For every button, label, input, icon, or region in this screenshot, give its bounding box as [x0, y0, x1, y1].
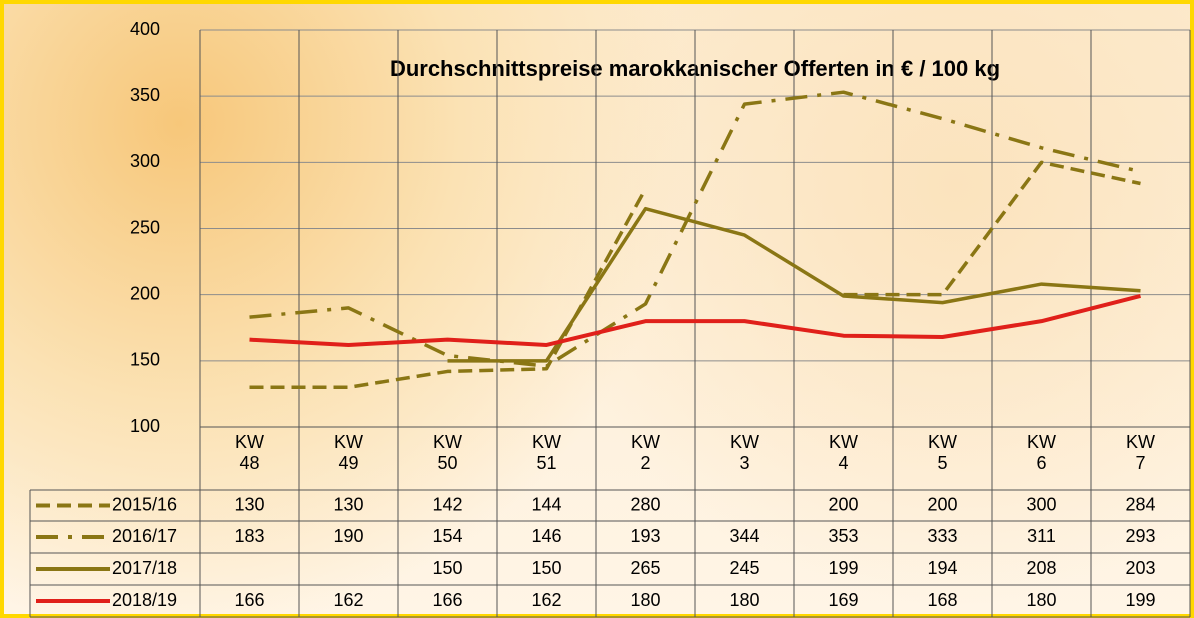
y-tick-label: 200 — [130, 283, 160, 303]
x-tick-label: KW 7 — [1121, 432, 1161, 474]
x-tick-label: KW 50 — [428, 432, 468, 474]
table-value: 166 — [432, 590, 462, 610]
table-value: 144 — [531, 494, 561, 514]
x-tick-label: KW 2 — [626, 432, 666, 474]
table-value: 203 — [1125, 558, 1155, 578]
chart-page: Durchschnittspreise marokkanischer Offer… — [0, 0, 1194, 618]
table-value: 284 — [1125, 494, 1155, 514]
table-value: 154 — [432, 526, 462, 546]
table-value: 150 — [531, 558, 561, 578]
table-value: 293 — [1125, 526, 1155, 546]
table-value: 150 — [432, 558, 462, 578]
legend-label: 2015/16 — [112, 494, 177, 514]
x-tick-label: KW 4 — [824, 432, 864, 474]
table-value: 265 — [630, 558, 660, 578]
y-tick-label: 150 — [130, 350, 160, 370]
y-tick-label: 250 — [130, 217, 160, 237]
legend-label: 2016/17 — [112, 526, 177, 546]
table-value: 208 — [1026, 558, 1056, 578]
table-value: 183 — [234, 526, 264, 546]
y-tick-label: 100 — [130, 416, 160, 436]
y-tick-label: 400 — [130, 19, 160, 39]
table-value: 180 — [630, 590, 660, 610]
table-value: 169 — [828, 590, 858, 610]
table-value: 199 — [828, 558, 858, 578]
table-value: 300 — [1026, 494, 1056, 514]
table-value: 333 — [927, 526, 957, 546]
table-value: 130 — [333, 494, 363, 514]
chart: Durchschnittspreise marokkanischer Offer… — [0, 0, 1194, 618]
table-value: 200 — [828, 494, 858, 514]
table-value: 193 — [630, 526, 660, 546]
x-tick-label: KW 49 — [329, 432, 369, 474]
table-value: 166 — [234, 590, 264, 610]
table-value: 311 — [1027, 526, 1056, 546]
table-value: 200 — [927, 494, 957, 514]
x-tick-label: KW 3 — [725, 432, 765, 474]
x-tick-label: KW 51 — [527, 432, 567, 474]
table-value: 194 — [927, 558, 957, 578]
frame — [0, 0, 1194, 618]
table-value: 180 — [1026, 590, 1056, 610]
table-value: 180 — [729, 590, 759, 610]
table-value: 162 — [531, 590, 561, 610]
table-value: 190 — [333, 526, 363, 546]
table-value: 146 — [531, 526, 561, 546]
x-tick-label: KW 48 — [230, 432, 270, 474]
table-value: 344 — [729, 526, 759, 546]
y-tick-label: 300 — [130, 151, 160, 171]
table-value: 162 — [333, 590, 363, 610]
table-value: 245 — [729, 558, 759, 578]
table-value: 168 — [927, 590, 957, 610]
x-tick-label: KW 5 — [923, 432, 963, 474]
table-value: 142 — [432, 494, 462, 514]
y-tick-label: 350 — [130, 85, 160, 105]
x-tick-label: KW 6 — [1022, 432, 1062, 474]
table-value: 280 — [630, 494, 660, 514]
table-value: 199 — [1125, 590, 1155, 610]
legend-label: 2017/18 — [112, 558, 177, 578]
table-value: 353 — [828, 526, 858, 546]
legend-label: 2018/19 — [112, 590, 177, 610]
table-value: 130 — [234, 494, 264, 514]
